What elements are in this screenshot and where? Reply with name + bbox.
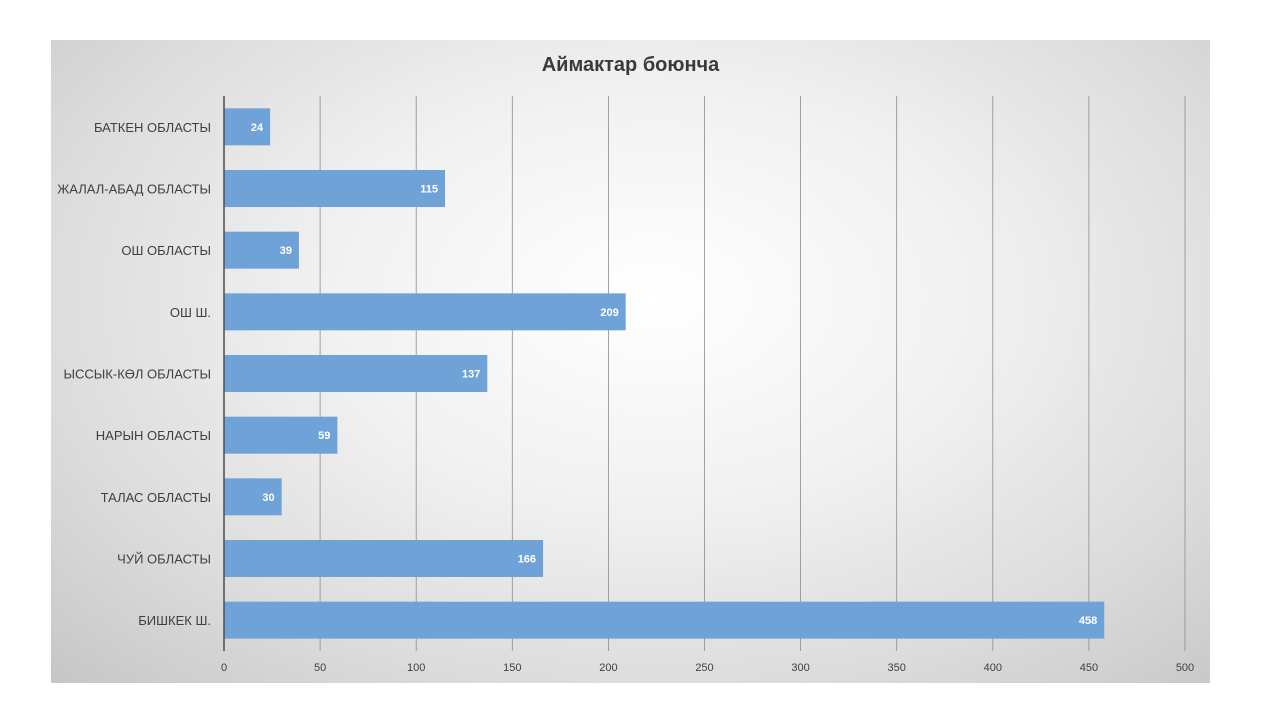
category-label: БИШКЕК Ш. <box>138 613 211 628</box>
bar <box>224 231 299 269</box>
category-label: ОШ Ш. <box>170 305 211 320</box>
data-label: 24 <box>251 122 264 134</box>
bar <box>224 478 282 516</box>
x-tick-label: 450 <box>1080 662 1098 674</box>
x-tick-label: 400 <box>984 662 1002 674</box>
bar <box>224 601 1105 639</box>
bar <box>224 540 544 577</box>
category-label: ОШ ОБЛАСТЫ <box>121 243 211 258</box>
data-label: 458 <box>1079 615 1097 627</box>
x-tick-label: 200 <box>599 662 617 674</box>
x-tick-label: 500 <box>1176 662 1194 674</box>
data-label: 39 <box>280 245 292 257</box>
x-tick-label: 50 <box>314 662 326 674</box>
bar <box>224 293 626 331</box>
data-label: 59 <box>318 430 330 442</box>
chart-panel: Аймактар боюнча 0 50 100 150 200 250 300 350 400… <box>51 40 1210 683</box>
data-label: 209 <box>600 307 618 319</box>
category-label: ЖАЛАЛ-АБАД ОБЛАСТЫ <box>57 182 211 197</box>
x-tick-label: 250 <box>695 662 713 674</box>
chart-title: Аймактар боюнча <box>541 54 720 76</box>
bar <box>224 416 338 454</box>
data-label: 30 <box>262 492 274 504</box>
x-tick-label: 0 <box>221 662 227 674</box>
bar-chart: 0 50 100 150 200 250 300 350 400 450 500 БАТКЕН ОБЛ… <box>57 96 1194 674</box>
x-tick-label: 100 <box>407 662 425 674</box>
x-tick-label: 350 <box>888 662 906 674</box>
category-label: ТАЛАС ОБЛАСТЫ <box>101 490 211 505</box>
category-label: ЧУЙ ОБЛАСТЫ <box>117 552 211 567</box>
bar <box>224 355 488 392</box>
bar <box>224 108 271 146</box>
category-label: НАРЫН ОБЛАСТЫ <box>96 428 211 443</box>
data-label: 166 <box>518 554 536 566</box>
x-tick-label: 150 <box>503 662 521 674</box>
category-label: ЫССЫК-КӨЛ ОБЛАСТЫ <box>64 367 212 382</box>
data-label: 115 <box>420 184 438 196</box>
data-label: 137 <box>462 369 480 381</box>
x-tick-label: 300 <box>791 662 809 674</box>
category-label: БАТКЕН ОБЛАСТЫ <box>94 120 211 135</box>
bar <box>224 170 446 207</box>
